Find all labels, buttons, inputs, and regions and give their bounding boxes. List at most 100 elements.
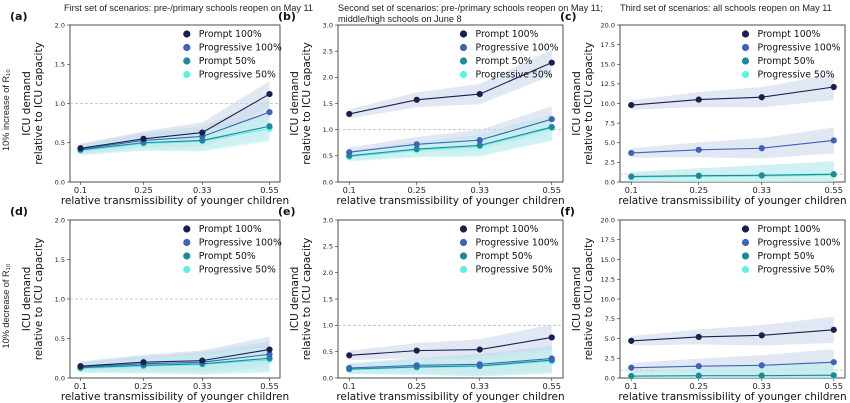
y-tick-label: 0.0 [55, 374, 65, 382]
data-point [476, 90, 483, 98]
data-point [346, 149, 353, 156]
data-point [628, 173, 635, 180]
x-tick-label: 0.55 [260, 381, 278, 391]
x-tick-label: 0.1 [625, 185, 638, 195]
data-point [199, 129, 206, 136]
data-point [266, 90, 273, 98]
data-point [830, 171, 837, 178]
y-tick-label: 0.0 [605, 178, 615, 186]
y-tick-label: 3.0 [323, 21, 333, 29]
y-tick-label: 2.0 [55, 21, 65, 29]
x-tick-label: 0.33 [193, 381, 211, 391]
data-point [266, 109, 273, 116]
x-tick-label: 0.1 [74, 185, 87, 195]
data-point [758, 362, 765, 369]
y-axis-label-line-1: ICU demand [571, 267, 583, 332]
y-tick-label: 3.0 [323, 216, 333, 224]
uncertainty-band [349, 348, 552, 377]
legend-marker [459, 252, 468, 260]
data-point [266, 123, 273, 130]
data-point [77, 145, 84, 152]
y-tick-label: 0.0 [323, 178, 333, 186]
legend-label: Prompt 50% [199, 251, 256, 262]
x-tick-label: 0.33 [753, 185, 771, 195]
x-tick-label: 0.55 [825, 381, 843, 391]
legend-label: Prompt 50% [758, 56, 815, 67]
y-axis-label-line-1: ICU demand [571, 71, 583, 136]
x-axis-label: relative transmissibility of younger chi… [61, 391, 289, 403]
x-axis-label: relative transmissibility of younger chi… [336, 391, 564, 403]
y-tick-label: 1.5 [323, 295, 333, 303]
uncertainty-band [349, 49, 552, 119]
data-point [758, 372, 765, 379]
data-point [266, 351, 273, 358]
legend-marker [183, 57, 191, 65]
panel-label: (b) [278, 10, 296, 23]
panel-c: 0.0 2.5 5.0 7.5 10.0 12.5 15.0 17.5 20.0 0.1 0.25 0… [560, 10, 847, 207]
x-tick-label: 0.33 [193, 185, 211, 195]
data-point [413, 96, 420, 103]
series-line [80, 353, 270, 368]
series-line [349, 357, 552, 369]
x-tick-label: 0.55 [260, 185, 278, 195]
y-axis-label-line-2: relative to ICU capacity [301, 42, 313, 165]
y-tick-label: 20.0 [601, 216, 615, 224]
x-tick-label: 0.1 [343, 185, 356, 195]
panel-label: (a) [10, 10, 27, 23]
x-tick-label: 0.25 [134, 185, 152, 195]
y-tick-label: 5.0 [605, 335, 615, 343]
x-tick-label: 0.1 [74, 381, 87, 391]
legend-marker [183, 43, 191, 52]
x-tick-label: 0.33 [471, 381, 489, 391]
y-tick-label: 17.5 [601, 41, 615, 49]
legend-label: Prompt 50% [199, 56, 256, 67]
legend-label: Progressive 100% [476, 43, 559, 54]
data-point [199, 357, 206, 364]
y-axis-label-line-1: ICU demand [289, 267, 301, 332]
legend-marker [459, 57, 468, 65]
column-title-2-line-1: Second set of scenarios: pre-/primary sc… [338, 3, 603, 13]
data-point [830, 359, 837, 366]
y-axis-label-line-2: relative to ICU capacity [583, 238, 595, 361]
series-line [80, 111, 270, 150]
data-point [548, 59, 555, 66]
y-tick-label: 1.0 [55, 100, 65, 108]
uncertainty-band [349, 324, 552, 361]
legend-marker [741, 30, 750, 38]
uncertainty-band [349, 115, 552, 162]
legend-marker [183, 252, 191, 260]
y-tick-label: 1.5 [55, 256, 65, 264]
y-tick-label: 17.5 [601, 236, 615, 244]
y-axis-label-line-2: relative to ICU capacity [33, 238, 45, 361]
legend-label: Progressive 50% [758, 265, 835, 276]
legend-label: Progressive 100% [758, 238, 841, 249]
x-tick-label: 0.25 [408, 381, 426, 391]
y-tick-label: 2.0 [323, 269, 333, 277]
y-tick-label: 0.5 [55, 335, 65, 343]
y-tick-label: 0.0 [605, 374, 615, 382]
y-tick-label: 1.0 [323, 322, 333, 330]
series-line [80, 357, 270, 369]
y-axis-label-line-2: relative to ICU capacity [583, 42, 595, 165]
y-tick-label: 7.5 [605, 315, 615, 323]
legend-label: Prompt 100% [758, 29, 821, 40]
legend-label: Prompt 50% [476, 251, 533, 262]
legend-label: Prompt 100% [199, 224, 262, 235]
y-axis-label-line-1: ICU demand [289, 71, 301, 136]
series-line [631, 173, 834, 178]
data-point [695, 96, 702, 103]
data-point [758, 145, 765, 152]
x-axis-label: relative transmissibility of younger chi… [618, 195, 846, 207]
legend-marker [459, 238, 468, 247]
legend-label: Progressive 50% [199, 265, 276, 276]
series-line [349, 62, 552, 115]
legend-label: Prompt 50% [758, 251, 815, 262]
data-point [77, 363, 84, 370]
legend-marker [741, 265, 750, 274]
data-point [346, 364, 353, 372]
legend-label: Progressive 100% [199, 238, 282, 249]
data-point [548, 123, 555, 131]
legend-label: Prompt 50% [476, 56, 533, 67]
